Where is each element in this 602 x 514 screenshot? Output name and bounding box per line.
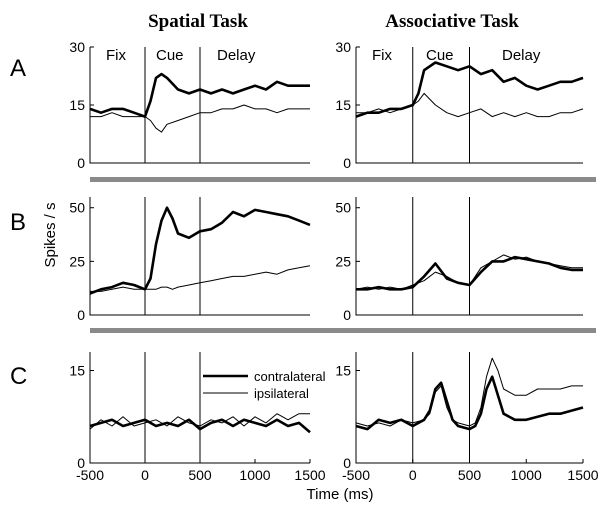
row-label-c: C	[10, 363, 27, 390]
panel-b-spatial: 0 25 50	[69, 197, 311, 323]
epoch-label-delay-associative: Delay	[502, 47, 541, 64]
y-tick-label: 0	[77, 155, 85, 171]
legend-label-ipsilateral: ipsilateral	[254, 386, 309, 401]
series-line-ipsilateral	[89, 413, 310, 430]
series-line-ipsilateral	[90, 104, 310, 133]
series-line-ipsilateral	[90, 265, 311, 292]
x-tick-label: 1000	[511, 467, 542, 483]
y-tick-label: 0	[343, 455, 351, 471]
legend: contralateral ipsilateral	[203, 369, 326, 401]
y-tick-label: 0	[77, 307, 85, 323]
panel-c-spatial: 015-500 0 500 1000 1500	[69, 352, 326, 483]
epoch-label-delay-spatial: Delay	[217, 47, 256, 64]
row-separator-1	[90, 177, 596, 182]
panel-a-associative: 0 15 30	[335, 39, 584, 171]
panel-b-associative: 0 25 50	[335, 197, 583, 323]
y-tick-label: 30	[335, 39, 351, 55]
x-tick-label: 500	[458, 467, 482, 483]
panel-c-associative: 015-500 0 500 1000 1500	[335, 352, 599, 483]
x-tick-label: 0	[409, 467, 417, 483]
x-tick-label: -500	[76, 467, 104, 483]
epoch-label-fix-spatial: Fix	[106, 47, 126, 64]
epoch-label-cue-associative: Cue	[426, 47, 454, 64]
panel-a-spatial: 0 15 30	[69, 39, 310, 171]
x-axis-label: Time (ms)	[307, 486, 374, 503]
y-tick-label: 0	[343, 307, 351, 323]
y-tick-label: 15	[335, 363, 351, 379]
column-title-associative: Associative Task	[385, 11, 519, 32]
y-tick-label: 25	[69, 253, 85, 269]
x-tick-label: 1000	[239, 467, 270, 483]
x-tick-label: 0	[141, 467, 149, 483]
y-tick-label: 30	[69, 39, 85, 55]
y-tick-label: 15	[69, 363, 85, 379]
row-label-a: A	[10, 55, 26, 82]
series-line-ipsilateral	[356, 92, 584, 118]
y-tick-label: 15	[69, 97, 85, 113]
legend-label-contralateral: contralateral	[254, 369, 326, 384]
x-tick-label: 1500	[567, 467, 598, 483]
row-label-b: B	[10, 209, 26, 236]
row-separator-2	[90, 328, 596, 333]
y-tick-label: 15	[335, 97, 351, 113]
y-tick-label: 25	[335, 253, 351, 269]
x-tick-label: -500	[342, 467, 370, 483]
y-tick-label: 0	[77, 455, 85, 471]
x-tick-label: 500	[188, 467, 212, 483]
y-tick-label: 50	[69, 200, 85, 216]
epoch-label-fix-associative: Fix	[372, 47, 392, 64]
series-line-contralateral	[89, 418, 311, 434]
column-title-spatial: Spatial Task	[148, 11, 248, 32]
series-line-contralateral	[89, 206, 311, 295]
y-tick-label: 50	[335, 200, 351, 216]
series-line-contralateral	[355, 61, 584, 118]
y-tick-label: 0	[343, 155, 351, 171]
y-axis-label: Spikes / s	[42, 202, 59, 267]
x-tick-label: 1500	[294, 467, 325, 483]
series-line-ipsilateral	[355, 254, 583, 290]
series-line-contralateral	[355, 375, 584, 431]
epoch-label-cue-spatial: Cue	[156, 47, 184, 64]
series-line-contralateral	[89, 72, 310, 118]
series-line-ipsilateral	[355, 357, 583, 427]
